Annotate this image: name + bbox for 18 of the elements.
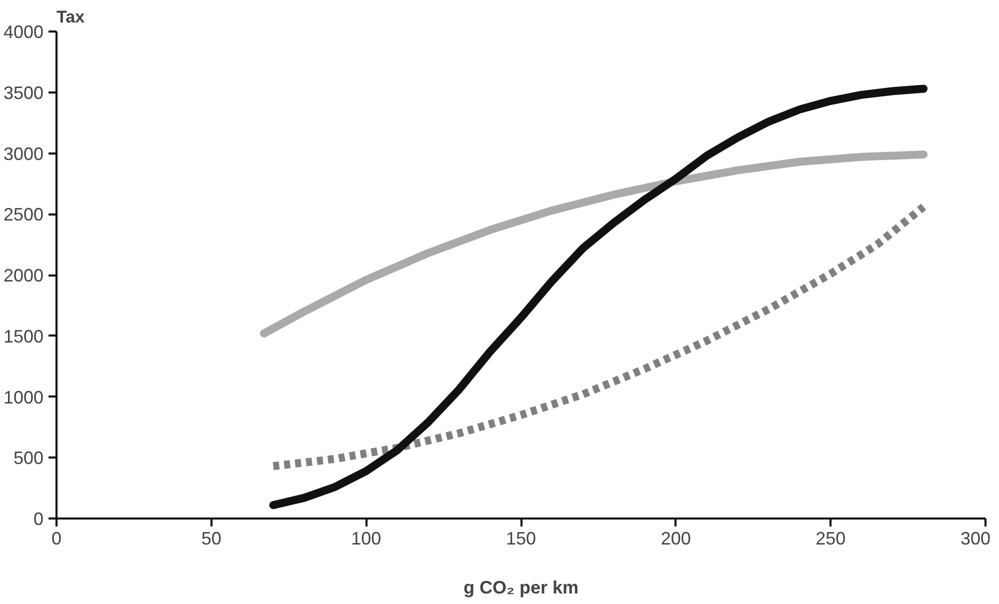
x-tick-label: 100 [351, 528, 382, 548]
y-tick-label: 2500 [3, 204, 44, 225]
x-tick-label: 250 [816, 528, 846, 548]
y-tick-label: 1000 [3, 387, 44, 408]
x-tick-label: 300 [960, 528, 991, 548]
y-tick-label: 3500 [3, 82, 44, 103]
x-tick-label: 200 [660, 528, 691, 548]
x-tick-label: 50 [201, 528, 222, 548]
y-tick-label: 3000 [3, 144, 44, 164]
y-tick-label: 4000 [3, 22, 44, 42]
y-tick-label: 1500 [3, 326, 44, 346]
y-tick-label: 2000 [3, 266, 44, 286]
x-axis-title: g CO₂ per km [463, 578, 579, 598]
y-tick-label: 500 [13, 448, 44, 468]
x-tick-label: 150 [506, 528, 536, 548]
y-tick-label: 0 [33, 509, 44, 529]
x-tick-label: 0 [51, 528, 62, 548]
y-axis-title: Tax [56, 8, 86, 26]
